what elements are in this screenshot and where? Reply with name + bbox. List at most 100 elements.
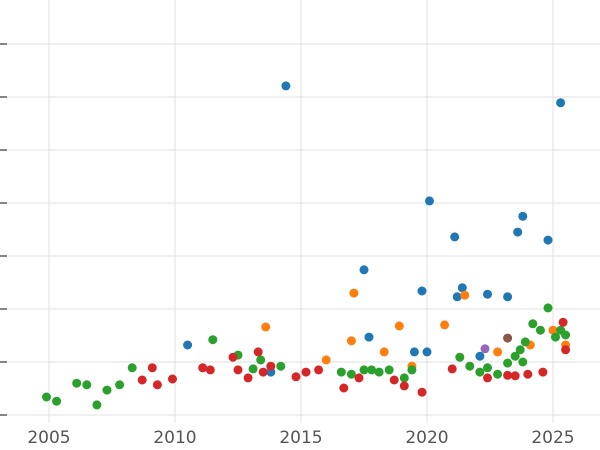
data-point-series-blue bbox=[183, 340, 193, 350]
data-point-series-red bbox=[510, 371, 520, 381]
data-point-series-blue bbox=[409, 347, 419, 357]
data-point-series-red bbox=[198, 363, 208, 373]
data-point-series-red bbox=[205, 365, 215, 375]
data-point-series-green bbox=[52, 396, 62, 406]
data-point-series-green bbox=[407, 365, 417, 375]
data-point-series-green bbox=[455, 352, 465, 362]
data-point-series-red bbox=[389, 375, 399, 385]
data-point-series-orange bbox=[379, 347, 389, 357]
data-point-series-red bbox=[417, 387, 427, 397]
data-point-series-red bbox=[137, 375, 147, 385]
x-tick-label: 2010 bbox=[153, 428, 196, 448]
data-point-series-green bbox=[248, 364, 258, 374]
data-point-series-green bbox=[82, 380, 92, 390]
data-point-series-orange bbox=[346, 336, 356, 346]
data-point-series-blue bbox=[417, 286, 427, 296]
data-point-series-red bbox=[558, 317, 568, 327]
data-point-series-red bbox=[233, 365, 243, 375]
data-point-series-blue bbox=[543, 235, 553, 245]
data-point-series-red bbox=[258, 367, 268, 377]
data-point-series-red bbox=[243, 373, 253, 383]
data-point-series-purple bbox=[480, 344, 490, 354]
data-point-series-orange bbox=[493, 347, 503, 357]
data-point-series-red bbox=[447, 364, 457, 374]
data-point-series-red bbox=[339, 383, 349, 393]
data-point-series-green bbox=[465, 361, 475, 371]
data-point-series-green bbox=[535, 325, 545, 335]
data-point-series-red bbox=[147, 363, 157, 373]
data-point-series-red bbox=[152, 380, 162, 390]
data-point-series-green bbox=[256, 355, 266, 365]
data-point-series-blue bbox=[556, 98, 566, 108]
data-point-series-red bbox=[266, 361, 276, 371]
data-point-series-red bbox=[483, 373, 492, 383]
data-point-series-red bbox=[228, 352, 238, 362]
data-point-series-blue bbox=[364, 332, 374, 342]
data-point-series-blue bbox=[281, 81, 291, 91]
data-point-series-orange bbox=[394, 321, 404, 331]
data-point-series-green bbox=[208, 335, 218, 345]
data-point-series-orange bbox=[460, 290, 470, 300]
data-point-series-blue bbox=[518, 211, 528, 221]
x-tick-label: 2015 bbox=[279, 428, 322, 448]
data-point-series-green bbox=[483, 363, 492, 373]
data-point-series-green bbox=[518, 357, 528, 367]
data-point-series-blue bbox=[422, 347, 432, 357]
data-point-series-green bbox=[42, 392, 51, 402]
data-point-series-red bbox=[168, 374, 177, 384]
data-point-series-red bbox=[291, 372, 301, 382]
data-point-series-red bbox=[314, 365, 324, 375]
data-point-series-blue bbox=[359, 265, 369, 275]
data-point-series-red bbox=[354, 373, 364, 383]
data-point-series-blue bbox=[513, 227, 523, 237]
data-point-series-green bbox=[384, 365, 394, 375]
data-point-series-green bbox=[72, 378, 82, 388]
data-point-series-green bbox=[374, 367, 384, 377]
data-point-series-brown bbox=[503, 333, 513, 343]
data-point-series-orange bbox=[548, 325, 558, 335]
data-point-series-orange bbox=[349, 288, 359, 298]
data-point-series-red bbox=[503, 370, 513, 380]
data-point-series-red bbox=[399, 381, 409, 391]
data-point-series-green bbox=[102, 385, 112, 395]
data-point-series-red bbox=[561, 345, 571, 355]
data-point-series-green bbox=[346, 369, 356, 379]
x-tick-label: 2005 bbox=[27, 428, 70, 448]
data-point-series-blue bbox=[475, 351, 485, 361]
data-point-series-red bbox=[538, 367, 548, 377]
data-point-series-blue bbox=[425, 196, 434, 206]
data-point-series-green bbox=[510, 351, 520, 361]
data-point-series-red bbox=[301, 367, 311, 377]
data-point-series-green bbox=[528, 319, 538, 329]
data-point-series-green bbox=[92, 400, 102, 410]
data-point-series-blue bbox=[452, 292, 462, 302]
data-point-series-green bbox=[127, 363, 137, 373]
data-point-series-green bbox=[399, 373, 409, 383]
data-point-series-green bbox=[551, 332, 560, 342]
data-point-series-blue bbox=[483, 289, 492, 299]
data-point-series-green bbox=[359, 365, 369, 375]
data-point-series-blue bbox=[457, 283, 467, 293]
data-point-series-green bbox=[115, 380, 125, 390]
data-point-series-orange bbox=[261, 322, 271, 332]
data-point-series-green bbox=[561, 330, 571, 340]
data-point-series-green bbox=[336, 367, 346, 377]
data-point-series-red bbox=[523, 369, 533, 379]
data-point-series-blue bbox=[450, 232, 460, 242]
data-point-series-green bbox=[515, 345, 525, 355]
data-point-series-green bbox=[367, 365, 377, 375]
x-tick-label: 2025 bbox=[531, 428, 574, 448]
data-point-series-green bbox=[503, 358, 513, 368]
data-point-series-green bbox=[493, 369, 503, 379]
data-point-series-green bbox=[475, 367, 485, 377]
data-point-series-red bbox=[253, 347, 263, 357]
data-point-series-green bbox=[276, 361, 286, 371]
data-point-series-orange bbox=[440, 320, 450, 330]
x-tick-label: 2020 bbox=[405, 428, 448, 448]
data-point-series-green bbox=[520, 337, 530, 347]
data-point-series-orange bbox=[321, 355, 331, 365]
data-point-series-green bbox=[543, 303, 553, 313]
data-point-series-blue bbox=[503, 292, 513, 302]
